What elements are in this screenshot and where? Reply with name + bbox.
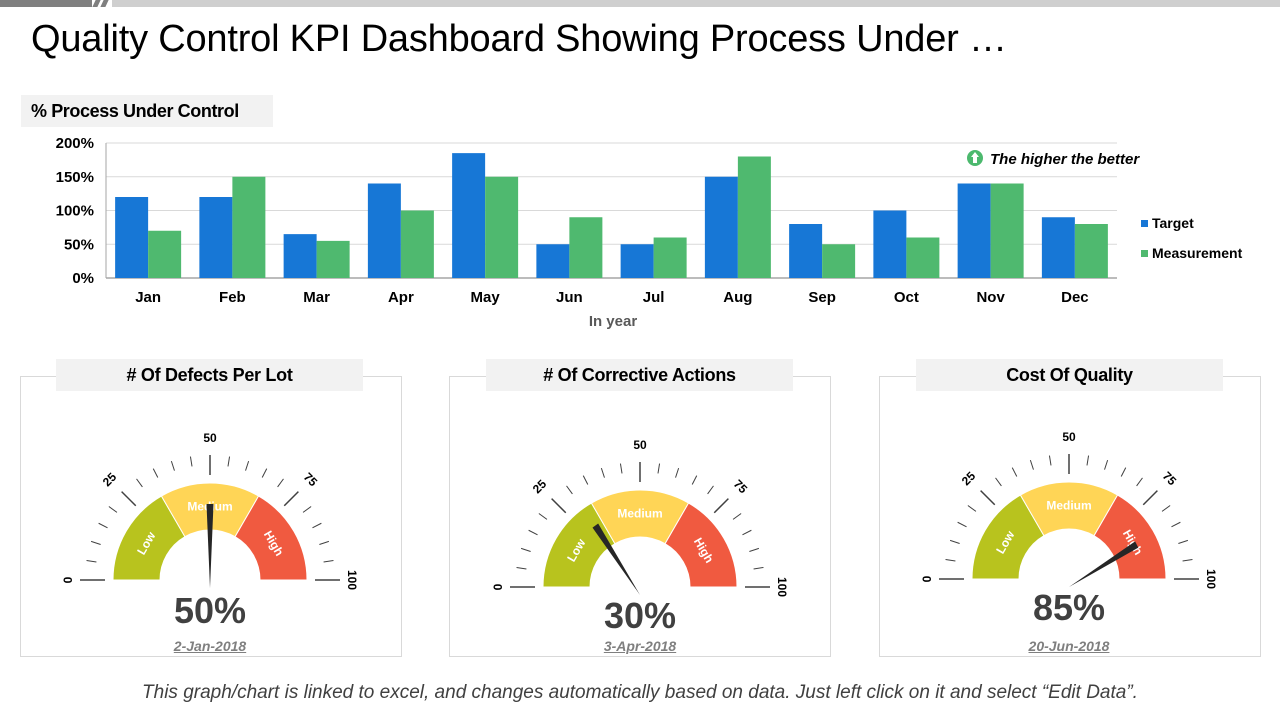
bar-target-apr[interactable] <box>367 183 401 279</box>
higher-better-text: The higher the better <box>990 151 1140 168</box>
bar-target-sep[interactable] <box>789 224 823 278</box>
legend-swatch-target <box>1141 220 1148 227</box>
bar-measurement-aug[interactable] <box>737 156 771 279</box>
gauge-title-corrective-actions: # Of Corrective Actions <box>486 359 793 391</box>
gauge-date-corrective-actions[interactable]: 3-Apr-2018 <box>603 638 677 654</box>
top-bar-light-segment <box>112 0 1280 7</box>
bar-measurement-feb[interactable] <box>232 176 266 278</box>
bar-measurement-jul[interactable] <box>653 237 687 279</box>
chart-bars <box>115 153 1108 278</box>
bar-target-jul[interactable] <box>620 244 654 278</box>
top-decorative-bar <box>0 0 1280 7</box>
x-axis-tick-labels: Jan Feb Mar Apr May Jun Jul Aug Sep Oct Nov Dec <box>135 289 1088 306</box>
x-tick-label: Jan <box>135 289 161 306</box>
footnote: This graph/chart is linked to excel, and… <box>142 682 1138 703</box>
arrow-up-glyph <box>971 152 979 163</box>
bar-measurement-sep[interactable] <box>822 244 856 278</box>
bar-measurement-oct[interactable] <box>906 237 940 279</box>
x-tick-label: Aug <box>723 289 752 306</box>
legend-swatch-measurement <box>1141 250 1148 257</box>
x-axis-label: In year <box>589 313 638 330</box>
top-bar-slash <box>100 0 109 7</box>
bar-measurement-apr[interactable] <box>400 210 434 279</box>
bar-measurement-may[interactable] <box>485 176 519 278</box>
gauge-value-corrective-actions: 30% <box>603 595 677 636</box>
higher-better-note: The higher the better <box>967 150 1140 168</box>
x-tick-label: Jun <box>556 289 583 306</box>
bar-measurement-jun[interactable] <box>569 217 603 278</box>
y-tick-label: 150% <box>56 169 94 186</box>
bar-target-feb[interactable] <box>199 197 233 278</box>
gauge-date-cost-of-quality[interactable]: 20-Jun-2018 <box>1028 638 1110 654</box>
x-tick-label: Nov <box>976 289 1005 306</box>
top-bar-slash <box>92 0 101 7</box>
x-tick-label: Apr <box>388 289 414 306</box>
bar-chart[interactable]: 0% 50% 100% 150% 200% Jan Feb Mar Apr May Jun Jul A… <box>0 130 1280 340</box>
gauge-title-cost-of-quality: Cost Of Quality <box>916 359 1223 391</box>
gauge-title-defects: # Of Defects Per Lot <box>56 359 363 391</box>
bar-target-aug[interactable] <box>704 176 738 278</box>
section-label-process-under-control: % Process Under Control <box>21 95 273 127</box>
gauge-date-defects[interactable]: 2-Jan-2018 <box>173 638 247 654</box>
x-tick-label: Dec <box>1061 289 1089 306</box>
x-tick-label: Jul <box>643 289 665 306</box>
bar-target-jan[interactable] <box>115 197 149 278</box>
x-tick-label: Oct <box>894 289 919 306</box>
chart-gridlines <box>105 142 1117 279</box>
y-tick-label: 50% <box>64 236 94 253</box>
gauge-value-cost-of-quality: 85% <box>1032 587 1106 628</box>
bar-target-oct[interactable] <box>873 210 907 279</box>
page-title: Quality Control KPI Dashboard Showing Pr… <box>31 18 1007 60</box>
x-tick-label: May <box>471 289 501 306</box>
bar-target-dec[interactable] <box>1041 217 1075 278</box>
bar-target-nov[interactable] <box>957 183 991 279</box>
gauge-value-defects: 50% <box>173 590 247 631</box>
bar-measurement-jan[interactable] <box>148 230 182 278</box>
chart-legend: Target Measurement <box>1141 215 1243 261</box>
bar-target-may[interactable] <box>452 153 486 278</box>
bar-measurement-nov[interactable] <box>990 183 1024 279</box>
bar-target-mar[interactable] <box>283 234 317 278</box>
y-axis-tick-labels: 0% 50% 100% 150% 200% <box>56 135 94 287</box>
top-bar-dark-segment <box>0 0 92 7</box>
y-tick-label: 0% <box>72 270 94 287</box>
y-tick-label: 200% <box>56 135 94 152</box>
x-tick-label: Sep <box>808 289 836 306</box>
legend-label-measurement: Measurement <box>1152 245 1243 261</box>
legend-label-target: Target <box>1152 215 1194 231</box>
x-tick-label: Mar <box>303 289 330 306</box>
x-tick-label: Feb <box>219 289 246 306</box>
y-tick-label: 100% <box>56 203 94 220</box>
bar-measurement-dec[interactable] <box>1074 224 1108 278</box>
bar-measurement-mar[interactable] <box>316 240 350 278</box>
bar-target-jun[interactable] <box>536 244 570 278</box>
